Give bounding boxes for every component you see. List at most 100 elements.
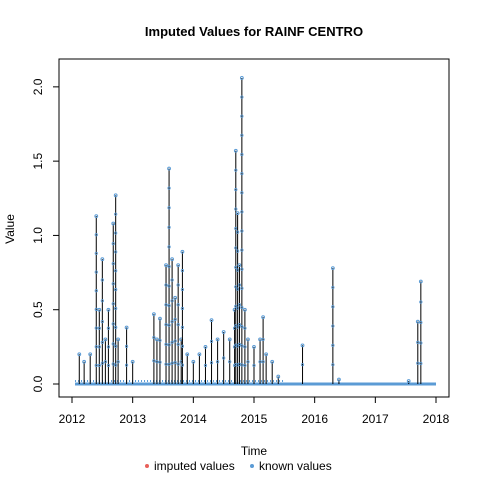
known-value-point bbox=[114, 269, 118, 273]
plot-area bbox=[75, 76, 436, 386]
known-value-point bbox=[215, 337, 220, 342]
known-value-point bbox=[258, 337, 262, 342]
known-value-point bbox=[185, 352, 190, 357]
known-value-point bbox=[170, 257, 175, 262]
known-value-point bbox=[330, 266, 335, 271]
legend-marker-known bbox=[250, 464, 254, 468]
known-value-point bbox=[246, 337, 250, 342]
known-value-point bbox=[331, 363, 335, 367]
known-value-point bbox=[235, 211, 240, 216]
known-value-point bbox=[216, 360, 220, 364]
known-value-point bbox=[209, 339, 214, 344]
known-value-point bbox=[209, 318, 214, 323]
known-value-point bbox=[164, 283, 168, 287]
known-value-point bbox=[97, 326, 101, 330]
known-value-point bbox=[419, 361, 423, 366]
known-value-point bbox=[240, 133, 244, 137]
known-value-point bbox=[100, 319, 104, 324]
known-value-point bbox=[240, 305, 244, 310]
known-value-point bbox=[94, 345, 98, 349]
known-value-point bbox=[246, 360, 250, 364]
known-value-point bbox=[77, 352, 82, 357]
y-tick-label: 0.0 bbox=[31, 375, 45, 392]
known-value-point bbox=[103, 337, 108, 342]
known-value-point bbox=[416, 361, 420, 365]
y-tick-label: 0.5 bbox=[31, 301, 45, 318]
known-value-point bbox=[94, 270, 98, 274]
y-tick-label: 1.5 bbox=[31, 152, 45, 169]
known-value-point bbox=[416, 340, 420, 344]
x-tick-label: 2014 bbox=[180, 412, 207, 426]
known-value-point bbox=[167, 284, 171, 288]
known-value-point bbox=[155, 337, 159, 342]
known-value-point bbox=[180, 306, 185, 311]
known-value-point bbox=[100, 340, 104, 344]
known-value-point bbox=[240, 248, 244, 252]
known-value-point bbox=[415, 319, 420, 324]
known-value-point bbox=[111, 262, 115, 266]
known-value-point bbox=[170, 361, 174, 365]
legend-marker-imputed bbox=[145, 464, 149, 468]
known-value-point bbox=[111, 322, 115, 326]
known-value-point bbox=[240, 363, 244, 367]
known-value-point bbox=[180, 249, 185, 254]
known-value-point bbox=[221, 330, 226, 334]
known-value-point bbox=[125, 363, 129, 367]
known-value-point bbox=[158, 338, 162, 343]
known-value-point bbox=[240, 152, 244, 157]
known-value-point bbox=[243, 307, 247, 312]
known-value-point bbox=[167, 362, 171, 367]
known-value-point bbox=[116, 360, 120, 364]
x-tick-label: 2018 bbox=[423, 412, 450, 426]
known-value-point bbox=[243, 326, 247, 330]
known-value-point bbox=[276, 374, 281, 379]
known-value-point bbox=[100, 361, 104, 365]
known-value-point bbox=[180, 287, 185, 292]
known-value-point bbox=[331, 305, 335, 309]
known-value-point bbox=[300, 343, 305, 348]
known-value-point bbox=[240, 344, 244, 348]
known-value-point bbox=[173, 295, 178, 300]
known-value-point bbox=[100, 257, 105, 262]
known-value-point bbox=[100, 278, 104, 282]
known-value-point bbox=[94, 233, 98, 237]
known-value-point bbox=[176, 283, 180, 287]
known-value-point bbox=[180, 344, 185, 348]
known-value-point bbox=[167, 245, 171, 249]
known-value-point bbox=[114, 306, 118, 311]
y-tick-label: 2.0 bbox=[31, 78, 45, 95]
known-value-point bbox=[124, 325, 129, 330]
y-axis-label: Value bbox=[3, 214, 17, 244]
known-value-point bbox=[234, 168, 238, 172]
known-value-point bbox=[236, 306, 240, 310]
known-value-point bbox=[240, 267, 244, 271]
known-value-point bbox=[114, 288, 118, 292]
known-value-point bbox=[167, 206, 171, 210]
known-value-point bbox=[97, 363, 101, 368]
known-value-point bbox=[252, 363, 256, 368]
known-value-point bbox=[234, 226, 238, 231]
known-value-point bbox=[239, 76, 244, 80]
known-value-point bbox=[191, 359, 196, 364]
known-value-point bbox=[152, 359, 156, 363]
x-tick-label: 2017 bbox=[362, 412, 389, 426]
known-value-point bbox=[130, 359, 135, 364]
known-value-point bbox=[106, 363, 111, 368]
known-value-point bbox=[236, 249, 240, 253]
known-value-point bbox=[94, 363, 98, 367]
known-value-point bbox=[209, 361, 214, 365]
known-value-point bbox=[106, 326, 111, 330]
y-tick-label: 1.0 bbox=[31, 227, 45, 244]
known-value-point bbox=[331, 324, 335, 328]
known-value-point bbox=[167, 264, 171, 269]
known-value-point bbox=[176, 322, 180, 327]
known-value-point bbox=[243, 363, 247, 368]
known-value-point bbox=[106, 307, 111, 312]
known-value-point bbox=[176, 303, 180, 307]
known-value-point bbox=[170, 340, 174, 344]
known-value-point bbox=[203, 344, 208, 349]
known-value-point bbox=[103, 360, 107, 364]
known-value-point bbox=[180, 325, 185, 329]
known-value-point bbox=[176, 362, 180, 366]
